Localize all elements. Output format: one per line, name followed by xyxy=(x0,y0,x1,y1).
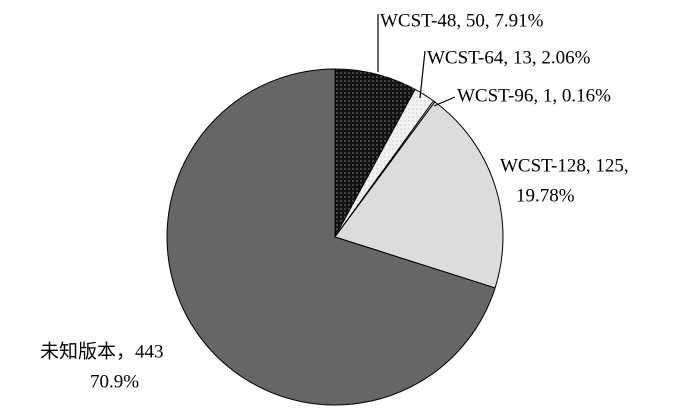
data-label: WCST-64, 13, 2.06% xyxy=(427,47,591,68)
data-label: WCST-48, 50, 7.91% xyxy=(380,10,544,31)
pie-slice xyxy=(334,101,504,289)
leader-line xyxy=(433,96,456,107)
data-label: WCST-96, 1, 0.16% xyxy=(457,85,611,106)
data-label: 19.78% xyxy=(516,185,575,206)
data-label: WCST-128, 125, xyxy=(500,155,629,176)
pie-slice xyxy=(166,68,496,406)
data-label: 未知版本，443 xyxy=(40,340,164,362)
data-label: 70.9% xyxy=(90,371,139,392)
leader-line xyxy=(419,50,426,99)
